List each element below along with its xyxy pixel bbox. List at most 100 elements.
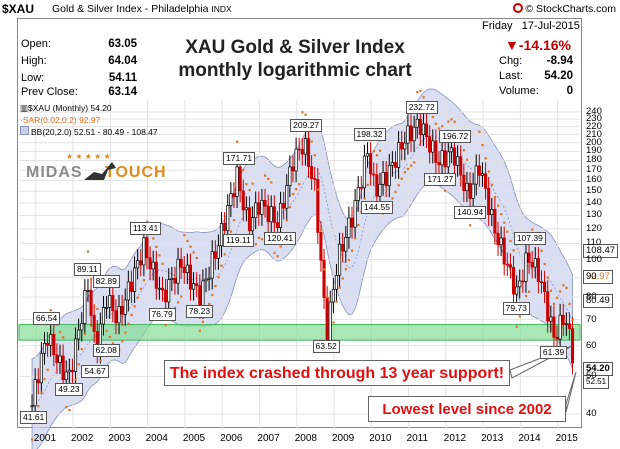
sar-dot — [105, 329, 108, 332]
sar-dot — [478, 130, 481, 133]
candle-body — [213, 251, 217, 259]
sar-dot — [177, 301, 180, 304]
price-label: 119.11 — [223, 234, 254, 248]
candle-body — [347, 217, 351, 238]
sar-dot — [552, 302, 556, 306]
sar-dot — [465, 158, 469, 161]
sar-dot — [437, 127, 441, 130]
y-tick-label: 180 — [586, 154, 602, 166]
price-label: 66.54 — [32, 312, 61, 326]
sar-dot — [298, 183, 301, 186]
candle-body — [204, 278, 208, 282]
sar-dot — [142, 279, 146, 282]
sar-dot — [344, 268, 347, 271]
legend-bb: BB(20,2.0) 52.51 - 80.49 - 108.47 — [20, 126, 158, 138]
sar-dot — [512, 249, 515, 252]
sar-dot — [211, 293, 214, 297]
sar-dot — [350, 249, 354, 252]
sar-dot — [229, 230, 233, 233]
chg-value: -8.94 — [546, 55, 573, 67]
candle-body — [148, 257, 152, 270]
candle-body — [536, 258, 540, 283]
sar-dot — [540, 249, 543, 252]
candle-body — [539, 281, 544, 284]
sar-dot — [208, 302, 211, 306]
title-line-2: monthly logarithmic chart — [178, 60, 412, 81]
support-zone — [18, 324, 581, 341]
sar-dot — [556, 296, 559, 299]
sar-dot — [40, 391, 43, 394]
price-label: 232.72 — [405, 101, 438, 115]
candle-body — [235, 166, 239, 197]
candle-body — [179, 258, 183, 268]
candle-body — [546, 291, 550, 322]
high-value: 64.04 — [108, 55, 137, 67]
candle-body — [266, 205, 270, 223]
sar-dot — [288, 206, 292, 209]
x-tick-label: 2007 — [257, 433, 280, 444]
candle-body — [393, 162, 398, 168]
sar-dot — [192, 251, 195, 254]
candle-body — [446, 151, 450, 168]
sar-dot — [313, 154, 316, 157]
candle-body — [331, 288, 335, 303]
brand: © StockCharts.com — [513, 3, 616, 15]
candle-body — [527, 252, 531, 263]
sar-dot — [65, 406, 68, 409]
candle-body — [459, 156, 463, 176]
band-swatch-icon — [20, 126, 29, 135]
sar-dot — [400, 177, 403, 180]
candle-body — [223, 223, 227, 231]
y-tick-label: 150 — [586, 185, 602, 197]
candle-body — [421, 123, 425, 135]
sar-dot — [251, 182, 254, 185]
candle-body — [365, 153, 370, 157]
sar-dot — [531, 228, 534, 231]
price-label: 107.39 — [513, 231, 546, 245]
sar-dot — [220, 264, 223, 267]
sar-dot — [509, 239, 512, 243]
x-tick-label: 2005 — [182, 433, 206, 444]
y-tick-label: 220 — [586, 120, 602, 132]
bb-mid-tag: 80.49 — [583, 294, 613, 308]
legend-price: ▥$XAU (Monthly) 54.20 — [20, 102, 158, 114]
candle-body — [73, 338, 78, 372]
sar-dot — [332, 321, 335, 324]
sar-dot — [403, 171, 407, 174]
y-tick-label: 170 — [586, 164, 602, 176]
candle-body — [86, 290, 90, 292]
candle-body — [356, 187, 360, 201]
sar-dot — [422, 96, 425, 99]
legend-price-text: $XAU (Monthly) 54.20 — [28, 103, 112, 113]
sar-dot — [285, 219, 288, 222]
sar-dot — [248, 188, 251, 192]
x-tick-label: 2004 — [145, 433, 168, 444]
sar-dot — [316, 188, 320, 191]
candle-body — [219, 223, 224, 247]
candle-body — [207, 277, 211, 280]
sar-dot — [111, 342, 115, 345]
candle-body — [170, 277, 174, 280]
candle-body — [55, 354, 59, 363]
sar-dot — [195, 256, 198, 260]
candle-body — [511, 266, 516, 295]
sar-dot — [270, 181, 273, 184]
sar-dot — [568, 302, 571, 305]
exchange: INDX — [211, 4, 232, 14]
y-tick-label: 190 — [586, 145, 602, 157]
sar-dot — [186, 239, 189, 243]
volume-label: Volume: — [499, 85, 539, 97]
candle-body — [297, 148, 301, 151]
sar-dot — [121, 340, 124, 343]
candle-body — [145, 237, 149, 259]
index-title: Gold & Silver Index - Philadelphia — [52, 3, 209, 15]
candle-body — [120, 306, 124, 315]
candle-body — [400, 142, 404, 150]
sar-dot — [133, 305, 136, 308]
candle-body — [201, 280, 205, 308]
sar-dot — [559, 290, 562, 293]
sar-dot — [391, 197, 394, 200]
sar-dot — [173, 306, 177, 310]
candle-body — [114, 310, 118, 324]
candle-body — [387, 164, 391, 187]
